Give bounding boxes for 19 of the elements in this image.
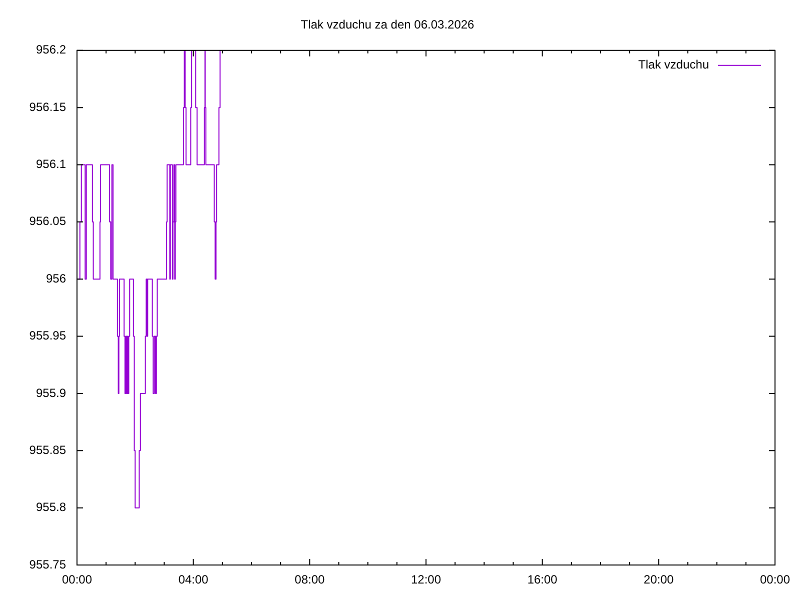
x-tick-label: 04:00	[178, 572, 209, 587]
y-tick-label: 956.05	[29, 214, 66, 228]
x-tick-label: 00:00	[62, 572, 92, 587]
y-tick-label: 955.75	[29, 557, 66, 572]
y-tick-label: 955.9	[36, 386, 66, 400]
x-tick-label: 12:00	[410, 572, 442, 587]
y-tick-label: 956	[46, 271, 66, 286]
x-tick-label: 00:00	[760, 572, 790, 587]
y-tick-label: 956.1	[36, 157, 66, 172]
x-tick-label: 16:00	[527, 572, 558, 587]
y-tick-label: 956.2	[36, 42, 66, 57]
y-tick-label: 956.15	[29, 100, 66, 114]
y-tick-label: 955.95	[29, 328, 66, 343]
chart-title: Tlak vzduchu za den 06.03.2026	[300, 18, 475, 32]
legend-label: Tlak vzduchu	[638, 58, 709, 72]
x-tick-label: 20:00	[644, 572, 674, 587]
y-tick-label: 955.85	[29, 442, 66, 457]
y-tick-label: 955.8	[36, 500, 66, 514]
x-tick-label: 08:00	[294, 572, 326, 587]
